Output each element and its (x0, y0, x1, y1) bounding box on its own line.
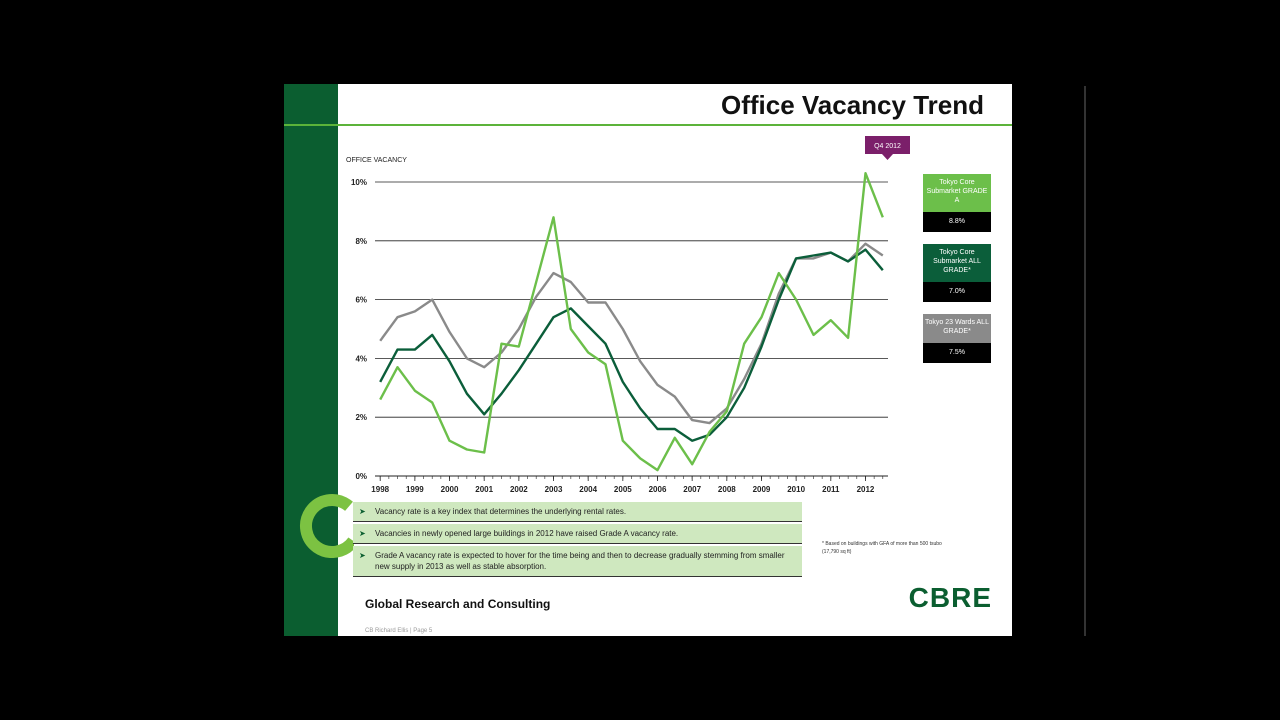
slide: Office Vacancy Trend OFFICE VACANCY Q4 2… (284, 84, 1012, 636)
logo-text: CBRE (908, 582, 992, 613)
bullets: Vacancy rate is a key index that determi… (353, 502, 802, 579)
legend-value: 8.8% (923, 212, 991, 232)
legend-name: Tokyo Core Submarket ALL GRADE* (923, 244, 991, 282)
page-number: CB Richard Ellis | Page 5 (365, 628, 433, 634)
division: Global Research and Consulting (365, 597, 551, 611)
annotation: Q4 2012 (874, 143, 901, 150)
x-tick-label: 2004 (579, 485, 597, 494)
y-tick-label: 4% (355, 354, 367, 363)
legend-name: Tokyo Core Submarket GRADE A (923, 174, 991, 212)
legend-name: Tokyo 23 Wards ALL GRADE* (923, 314, 991, 343)
x-tick-label: 2007 (683, 485, 701, 494)
bullet: Grade A vacancy rate is expected to hove… (353, 546, 802, 577)
x-tick-label: 2003 (545, 485, 563, 494)
legend: Tokyo Core Submarket GRADE A 8.8% Tokyo Co… (923, 174, 991, 363)
legend-entry: Tokyo Core Submarket ALL GRADE* 7.0% (923, 244, 991, 302)
series-line (379, 248, 884, 442)
x-tick-label: 2002 (510, 485, 528, 494)
y-tick-label: 6% (355, 296, 367, 305)
x-tick-label: 2011 (822, 485, 840, 494)
x-tick-label: 2008 (718, 485, 736, 494)
x-tick-label: 1998 (371, 485, 389, 494)
annotation-pointer (882, 154, 893, 160)
series-line (379, 172, 884, 472)
x-tick-label: 2010 (787, 485, 805, 494)
legend-entry: Tokyo Core Submarket GRADE A 8.8% (923, 174, 991, 232)
legend-entry: Tokyo 23 Wards ALL GRADE* 7.5% (923, 314, 991, 363)
slide-title: Office Vacancy Trend (720, 90, 984, 120)
x-tick-label: 2009 (753, 485, 771, 494)
x-tick-label: 2000 (441, 485, 459, 494)
y-axis-label: OFFICE VACANCY (346, 157, 407, 164)
gray-edge (1084, 86, 1086, 636)
x-tick-label: 2005 (614, 485, 632, 494)
y-tick-label: 8% (355, 237, 367, 246)
bullet: Vacancies in newly opened large building… (353, 524, 802, 544)
x-tick-label: 2012 (857, 485, 875, 494)
y-tick-label: 2% (355, 413, 367, 422)
annotation-box (865, 136, 910, 154)
title-rule (284, 124, 1012, 126)
legend-value: 7.0% (923, 282, 991, 302)
x-tick-label: 1999 (406, 485, 424, 494)
legend-value: 7.5% (923, 343, 991, 363)
y-tick-label: 10% (351, 178, 367, 187)
x-tick-label: 2001 (475, 485, 493, 494)
x-tick-label: 2006 (649, 485, 667, 494)
y-tick-label: 0% (355, 472, 367, 481)
footnote: * Based on buildings with GFA of more th… (822, 541, 942, 555)
chart: OFFICE VACANCY Q4 2012 0% 2% 4% 6% 8% 10% 1998… (346, 136, 910, 494)
bullet: Vacancy rate is a key index that determi… (353, 502, 802, 522)
